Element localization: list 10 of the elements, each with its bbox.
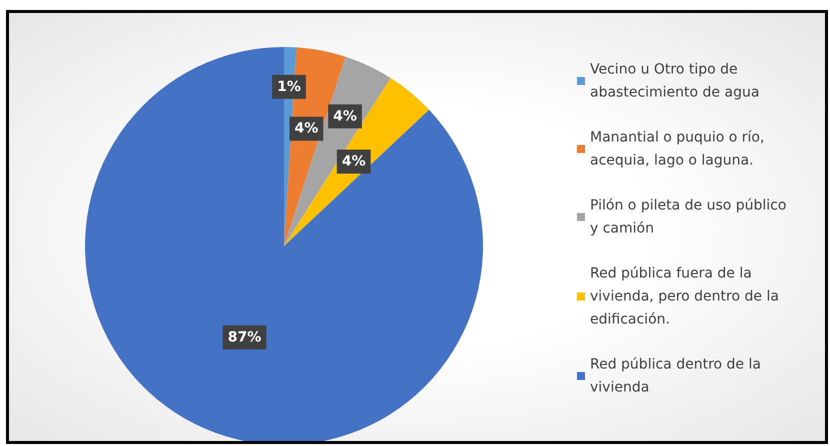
data-label: 4% — [294, 120, 318, 137]
legend-label: Pilón o pileta de uso público y camión — [590, 198, 791, 236]
legend-label: Red pública fuera de la vivienda, pero dentro de la edificación. — [590, 266, 784, 328]
legend-label: Manantial o puquio o río, acequia, lago o laguna. — [590, 130, 769, 168]
data-label: 4% — [342, 154, 366, 170]
data-label: 1% — [277, 78, 301, 95]
legend-label: Red pública dentro de la vivienda — [590, 356, 766, 396]
legend-label: Vecino u Otro tipo de abastecimiento de agua — [590, 62, 760, 100]
data-label: 4% — [333, 108, 357, 124]
data-label: 87% — [228, 329, 262, 346]
